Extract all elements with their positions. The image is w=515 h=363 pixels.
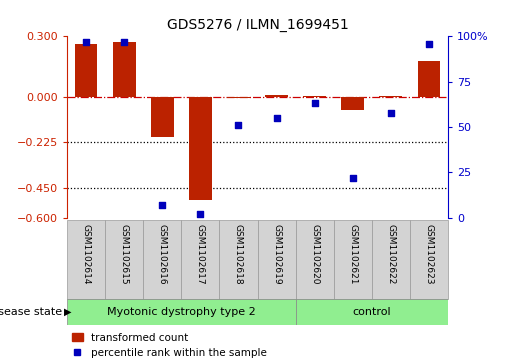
Point — [82, 39, 90, 45]
Bar — [181, 220, 219, 299]
Text: GSM1102617: GSM1102617 — [196, 224, 205, 284]
Text: GSM1102616: GSM1102616 — [158, 224, 167, 284]
Legend: transformed count, percentile rank within the sample: transformed count, percentile rank withi… — [72, 333, 267, 358]
Text: GSM1102622: GSM1102622 — [386, 224, 396, 284]
Point — [425, 41, 433, 46]
Text: Myotonic dystrophy type 2: Myotonic dystrophy type 2 — [107, 307, 255, 317]
Bar — [341, 97, 364, 110]
Bar — [334, 220, 372, 299]
Bar — [303, 96, 326, 97]
Point — [158, 202, 166, 208]
Text: GSM1102623: GSM1102623 — [424, 224, 434, 284]
Point — [272, 115, 281, 121]
Point — [120, 39, 128, 45]
Text: control: control — [352, 307, 391, 317]
Text: GSM1102619: GSM1102619 — [272, 224, 281, 284]
Bar — [105, 220, 143, 299]
Bar — [143, 220, 181, 299]
Bar — [380, 96, 402, 97]
Text: GSM1102621: GSM1102621 — [348, 224, 357, 284]
Text: GSM1102615: GSM1102615 — [119, 224, 129, 284]
Bar — [296, 220, 334, 299]
Bar — [410, 220, 448, 299]
Bar — [258, 220, 296, 299]
Bar — [219, 220, 258, 299]
Bar — [67, 299, 296, 325]
Bar — [265, 95, 288, 97]
Text: GSM1102614: GSM1102614 — [81, 224, 91, 284]
Bar — [227, 97, 250, 98]
Bar — [75, 44, 97, 97]
Point — [387, 110, 395, 115]
Point — [234, 122, 243, 128]
Bar — [189, 97, 212, 200]
Title: GDS5276 / ILMN_1699451: GDS5276 / ILMN_1699451 — [167, 19, 348, 33]
Text: GSM1102620: GSM1102620 — [310, 224, 319, 284]
Point — [196, 211, 204, 217]
Bar — [418, 61, 440, 97]
Point — [311, 101, 319, 106]
Bar — [296, 299, 448, 325]
Point — [349, 175, 357, 181]
Text: GSM1102618: GSM1102618 — [234, 224, 243, 284]
Text: disease state: disease state — [0, 307, 62, 317]
Text: ▶: ▶ — [64, 307, 72, 317]
Bar — [113, 42, 135, 97]
Bar — [372, 220, 410, 299]
Bar — [151, 97, 174, 137]
Bar — [67, 220, 105, 299]
